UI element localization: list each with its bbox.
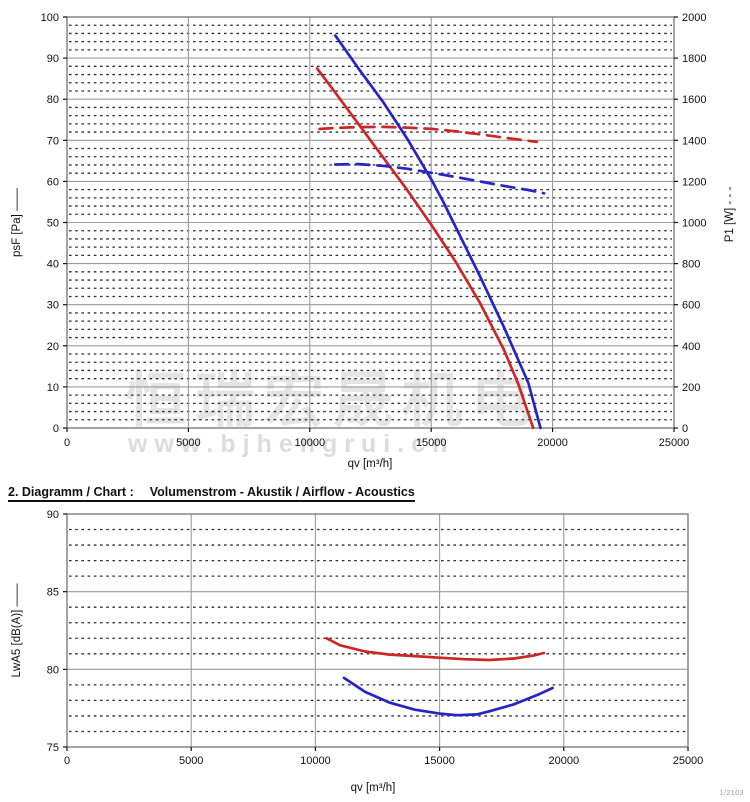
minor-gridlines	[69, 24, 672, 421]
y-left-tick-label: 75	[47, 742, 59, 754]
y-left-tick-label: 80	[47, 94, 59, 106]
series-psF-curve-blue	[333, 34, 542, 430]
series-P1-curve-red	[318, 125, 539, 144]
series-LwA5-curve-red	[325, 636, 546, 662]
y-left-tick-label: 60	[47, 176, 59, 188]
y-left-tick-label: 80	[47, 664, 59, 676]
x-tick-label: 15000	[424, 755, 455, 767]
y-right-tick-label: 400	[682, 341, 700, 353]
y-right-tick-label: 1400	[682, 135, 706, 147]
y-right-tick-label: 1000	[682, 218, 706, 230]
y-right-tick-label: 1200	[682, 176, 706, 188]
x-axis-title: qv [m³/h]	[351, 782, 396, 794]
y-right-axis-title: P1 [W] - - -	[724, 187, 736, 243]
x-tick-label: 0	[64, 437, 70, 449]
y-right-tick-label: 600	[682, 300, 700, 312]
y-right-tick-label: 1600	[682, 94, 706, 106]
series-psF-curve-red	[315, 67, 535, 430]
y-left-tick-label: 0	[53, 423, 59, 435]
major-gridlines	[67, 17, 674, 428]
x-tick-label: 10000	[295, 437, 326, 449]
y-left-tick-label: 85	[47, 587, 59, 599]
x-axis-title: qv [m³/h]	[348, 458, 393, 470]
x-tick-label: 5000	[179, 755, 203, 767]
chart2-heading: 2. Diagramm / Chart : Volumenstrom - Akus…	[8, 485, 415, 502]
y-left-tick-label: 90	[47, 53, 59, 65]
x-tick-label: 15000	[416, 437, 447, 449]
chart2-group: 0 5000 10000 15000 20000 25000 75 80 85 90 qv [m³/…	[11, 509, 703, 794]
x-tick-label: 20000	[537, 437, 568, 449]
y-right-tick-label: 1800	[682, 53, 706, 65]
y-right-tick-label: 200	[682, 382, 700, 394]
chart1-group: 0 5000 10000 15000 20000 25000010203040506070…	[11, 12, 736, 470]
plot-frame	[66, 513, 689, 748]
minor-gridlines	[69, 528, 686, 733]
chart2-heading-title: Volumenstrom - Akustik / Airflow - Acous…	[149, 485, 415, 499]
y-left-ticks: 75 80 85 90	[47, 509, 67, 754]
major-gridlines	[67, 514, 688, 747]
y-right-tick-label: 2000	[682, 12, 706, 24]
y-left-tick-label: 20	[47, 341, 59, 353]
y-right-tick-label: 800	[682, 259, 700, 271]
y-left-ticks: 0 10 20 30 40 50 60 70 80 90 100	[41, 12, 67, 435]
series-P1-curve-blue	[333, 162, 546, 195]
x-axis-ticks: 0 5000 10000 15000 20000 25000	[64, 428, 689, 449]
y-left-tick-label: 30	[47, 300, 59, 312]
x-tick-label: 0	[64, 755, 70, 767]
x-tick-label: 20000	[549, 755, 580, 767]
y-left-tick-label: 90	[47, 509, 59, 521]
x-tick-label: 5000	[176, 437, 200, 449]
x-tick-label: 10000	[300, 755, 331, 767]
x-tick-label: 25000	[659, 437, 690, 449]
y-right-ticks: 0 200 400 600 800 1000 1200 1400 1600 1800 2000	[674, 12, 706, 435]
y-left-axis-title: LwA5 [dB(A)] ——	[11, 583, 23, 677]
x-tick-label: 25000	[673, 755, 704, 767]
y-left-tick-label: 100	[41, 12, 59, 24]
y-left-tick-label: 40	[47, 259, 59, 271]
y-left-tick-label: 50	[47, 218, 59, 230]
series-LwA5-curve-blue	[342, 676, 554, 717]
y-right-tick-label: 0	[682, 423, 688, 435]
y-left-tick-label: 10	[47, 382, 59, 394]
x-axis-ticks: 0 5000 10000 15000 20000 25000	[64, 747, 703, 767]
y-left-axis-title: psF [Pa] ——	[11, 187, 23, 257]
chart2-heading-label: 2. Diagramm / Chart :	[8, 485, 134, 499]
page-reference-number: 1/2103	[719, 790, 744, 797]
y-left-tick-label: 70	[47, 135, 59, 147]
